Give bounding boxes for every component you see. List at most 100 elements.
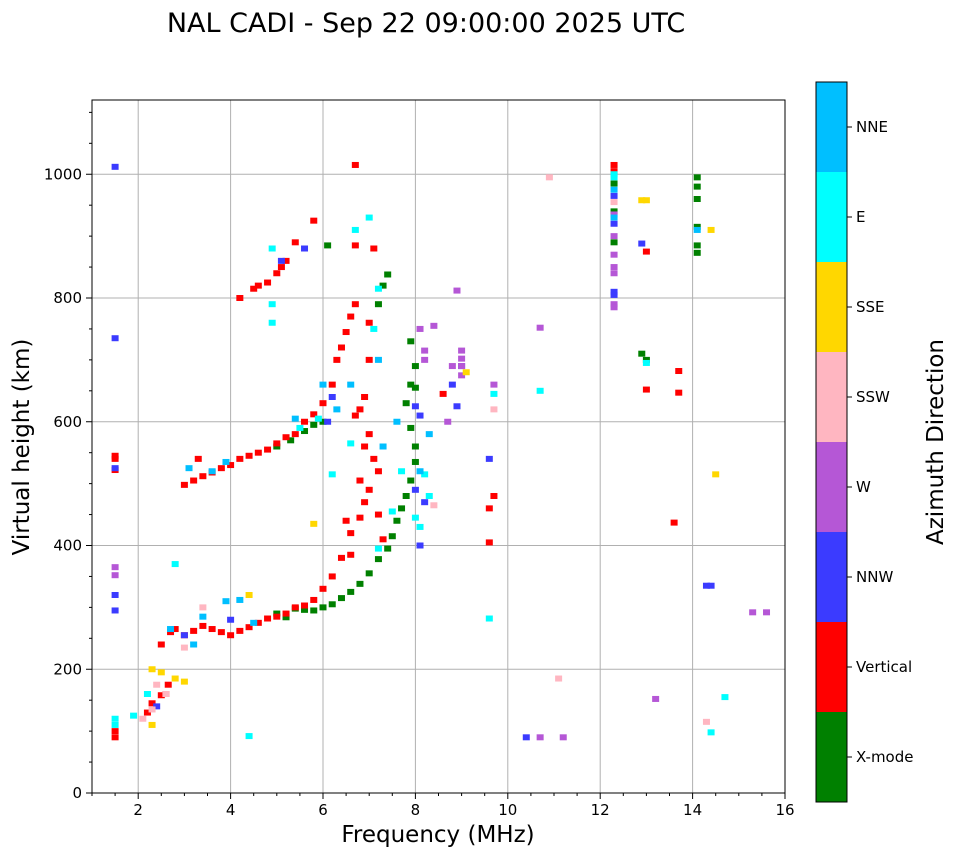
- data-point-e: [347, 440, 355, 447]
- data-point-x-mode: [411, 363, 419, 370]
- data-point-w: [458, 363, 466, 370]
- data-point-vertical: [439, 390, 447, 397]
- data-point-sse: [462, 369, 470, 376]
- data-point-vertical: [365, 319, 373, 326]
- data-point-w: [458, 372, 466, 379]
- data-point-vertical: [642, 248, 650, 255]
- data-point-sse: [157, 669, 165, 676]
- data-point-e: [398, 468, 406, 475]
- data-point-e: [421, 471, 429, 478]
- data-point-ssw: [702, 718, 710, 725]
- data-point-vertical: [310, 217, 318, 224]
- data-point-vertical: [273, 270, 281, 277]
- data-point-x-mode: [610, 239, 618, 246]
- data-point-nne: [208, 468, 216, 475]
- data-point-vertical: [333, 356, 341, 363]
- colorbar-tick-label: W: [856, 478, 871, 496]
- data-point-e: [296, 424, 304, 431]
- data-point-vertical: [264, 615, 272, 622]
- data-point-nnw: [421, 499, 429, 506]
- data-point-vertical: [347, 313, 355, 320]
- data-point-x-mode: [347, 588, 355, 595]
- data-point-x-mode: [287, 437, 295, 444]
- data-point-vertical: [291, 604, 299, 611]
- data-point-e: [268, 301, 276, 308]
- data-point-nnw: [111, 465, 119, 472]
- data-point-ssw: [430, 502, 438, 509]
- data-point-vertical: [171, 626, 179, 633]
- data-point-nnw: [610, 192, 618, 199]
- colorbar-swatch-ssw: [816, 352, 847, 442]
- data-point-nnw: [610, 291, 618, 298]
- data-point-vertical: [675, 389, 683, 396]
- data-point-vertical: [361, 499, 369, 506]
- data-point-x-mode: [328, 601, 336, 608]
- data-point-e: [365, 214, 373, 221]
- x-tick-label: 16: [775, 801, 794, 819]
- data-point-e: [111, 721, 119, 728]
- data-point-vertical: [490, 493, 498, 499]
- plot-background: [92, 100, 785, 793]
- colorbar-tick-label: SSE: [856, 298, 885, 316]
- data-marks: [111, 161, 771, 741]
- data-point-vertical: [254, 619, 262, 626]
- data-point-vertical: [254, 282, 262, 289]
- data-point-vertical: [351, 412, 359, 419]
- colorbar-swatch-sse: [816, 262, 847, 352]
- data-point-vertical: [356, 477, 364, 484]
- data-point-e: [610, 174, 618, 181]
- data-point-x-mode: [610, 208, 618, 215]
- data-point-vertical: [342, 517, 350, 524]
- colorbar-swatch-e: [816, 172, 847, 262]
- data-point-x-mode: [693, 174, 701, 181]
- data-point-w: [652, 695, 660, 702]
- data-point-vertical: [164, 681, 172, 688]
- data-point-nne: [199, 613, 207, 620]
- data-point-w: [610, 264, 618, 271]
- data-point-vertical: [337, 554, 345, 561]
- data-point-w: [448, 363, 456, 370]
- data-point-vertical: [282, 434, 290, 441]
- data-point-vertical: [282, 610, 290, 617]
- data-point-vertical: [642, 386, 650, 393]
- data-point-vertical: [351, 161, 359, 168]
- data-point-e: [245, 733, 253, 740]
- y-tick-label: 200: [53, 660, 82, 678]
- data-point-x-mode: [407, 477, 415, 484]
- data-point-ssw: [610, 199, 618, 206]
- data-point-w: [536, 324, 544, 331]
- data-point-nnw: [702, 582, 710, 589]
- data-point-nne: [425, 431, 433, 438]
- data-point-e: [268, 245, 276, 252]
- x-tick-label: 14: [683, 801, 702, 819]
- data-point-vertical: [143, 709, 151, 716]
- data-point-e: [143, 691, 151, 697]
- data-point-x-mode: [273, 610, 281, 617]
- data-point-vertical: [208, 626, 216, 633]
- colorbar-swatch-vertical: [816, 622, 847, 712]
- data-point-sse: [148, 666, 156, 673]
- data-point-vertical: [111, 728, 119, 735]
- data-point-vertical: [342, 329, 350, 336]
- data-point-e: [707, 729, 715, 736]
- data-point-vertical: [379, 536, 387, 543]
- data-point-w: [610, 301, 618, 308]
- data-point-nnw: [277, 257, 285, 264]
- chart-title: NAL CADI - Sep 22 09:00:00 2025 UTC: [167, 8, 685, 39]
- data-point-sse: [148, 721, 156, 728]
- data-point-e: [370, 325, 378, 332]
- data-point-vertical: [236, 455, 244, 462]
- data-point-vertical: [250, 285, 258, 292]
- data-point-x-mode: [407, 424, 415, 431]
- data-point-w: [458, 355, 466, 362]
- data-point-x-mode: [301, 428, 309, 435]
- data-point-w: [749, 609, 757, 616]
- data-point-e: [485, 615, 493, 622]
- data-point-vertical: [236, 627, 244, 634]
- data-point-ssw: [199, 604, 207, 611]
- data-point-w: [444, 418, 452, 425]
- data-point-vertical: [254, 449, 262, 456]
- data-point-x-mode: [693, 223, 701, 230]
- data-point-e: [610, 171, 618, 178]
- data-point-e: [328, 471, 336, 478]
